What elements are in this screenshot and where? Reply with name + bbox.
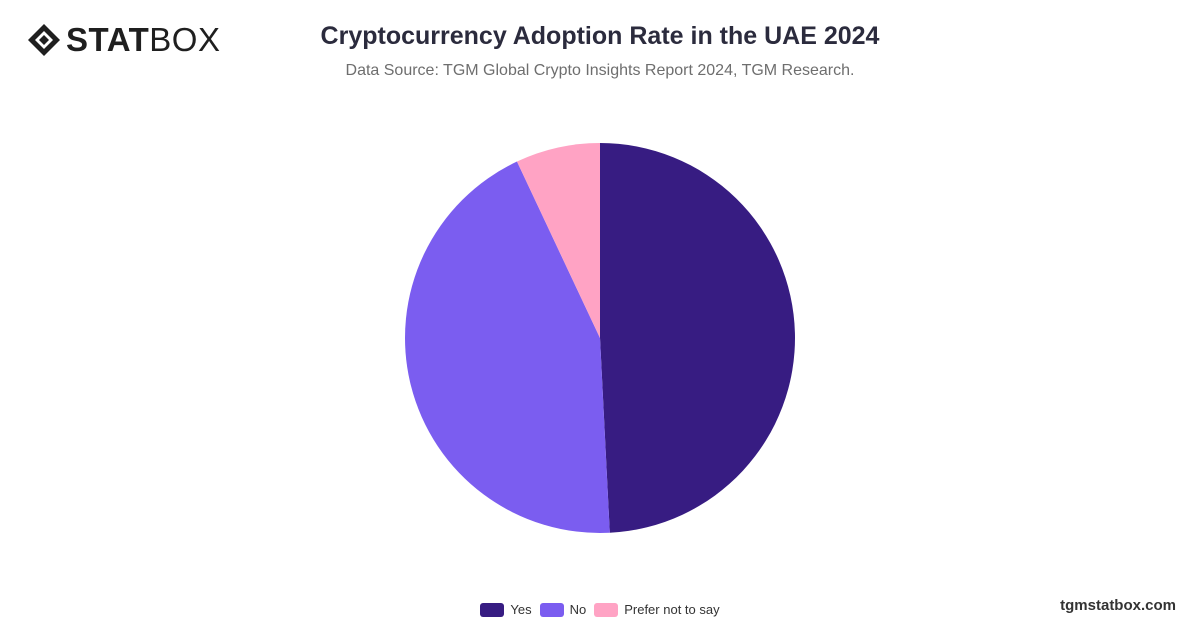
pie-slice-prefer-not-to-say[interactable]: [516, 143, 600, 338]
footer-source-url[interactable]: tgmstatbox.com: [1060, 597, 1176, 614]
legend-swatch-prefer-not-to-say: [594, 602, 619, 617]
chart-subtitle: Data Source: TGM Global Crypto Insights …: [345, 62, 855, 79]
legend-swatch-yes: [480, 602, 505, 617]
legend-item-prefer-not-to-say[interactable]: Prefer not to say: [594, 602, 720, 617]
statbox-logo[interactable]: STATBOX: [26, 22, 220, 58]
logo-text-light: BOX: [149, 21, 221, 58]
logo-wordmark: STATBOX: [66, 22, 220, 58]
pie-slice-yes[interactable]: [600, 143, 796, 533]
logo-text-bold: STAT: [66, 21, 150, 58]
legend-label-prefer-not-to-say: Prefer not to say: [624, 602, 720, 617]
chart-title: Cryptocurrency Adoption Rate in the UAE …: [320, 22, 880, 50]
legend-item-yes[interactable]: Yes: [480, 602, 532, 617]
legend-label-no: No: [569, 602, 587, 617]
legend-swatch-no: [539, 602, 564, 617]
legend-item-no[interactable]: No: [539, 602, 587, 617]
pie-slice-no[interactable]: [404, 161, 610, 534]
chart-legend: Yes No Prefer not to say: [0, 602, 1200, 617]
statbox-diamond-icon: [28, 24, 60, 56]
legend-label-yes: Yes: [510, 602, 532, 617]
